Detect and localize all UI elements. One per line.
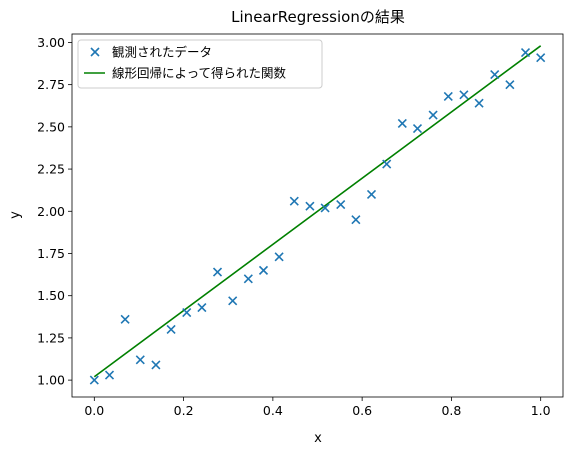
data-point xyxy=(289,196,299,206)
legend-marker-x xyxy=(90,47,100,57)
y-tick-label: 1.00 xyxy=(37,373,65,388)
regression-line-series xyxy=(93,45,542,378)
data-point xyxy=(474,98,484,108)
data-point xyxy=(166,324,176,335)
data-point xyxy=(212,267,223,277)
y-tick-label: 2.50 xyxy=(37,119,65,134)
legend-label-regression: 線形回帰によって得られた関数 xyxy=(112,66,287,81)
x-axis-label: x xyxy=(314,431,322,446)
chart-title: LinearRegressionの結果 xyxy=(231,8,405,26)
data-point xyxy=(443,91,453,102)
data-point xyxy=(536,53,546,63)
data-point xyxy=(428,110,438,120)
plot-area xyxy=(71,33,564,398)
data-point xyxy=(305,201,315,211)
legend-x xyxy=(90,47,100,57)
plot-frame xyxy=(71,33,564,398)
x-tick-label: 0.8 xyxy=(441,403,461,418)
y-tick-label: 3.00 xyxy=(37,35,65,50)
x-tick-label: 0.0 xyxy=(84,403,104,418)
data-point xyxy=(351,215,361,225)
data-point xyxy=(228,296,238,306)
x-axis: 0.0 0.2 0.4 0.6 0.8 1.0 xyxy=(84,397,551,418)
observed-data-series xyxy=(89,48,546,385)
y-tick-label: 1.25 xyxy=(37,330,65,345)
y-axis: 1.00 1.25 1.50 1.75 2.00 2.25 2.50 2.75 3.00 xyxy=(37,35,72,388)
data-point xyxy=(274,252,284,262)
data-point xyxy=(120,314,130,324)
data-point xyxy=(382,159,392,169)
data-point xyxy=(459,90,469,100)
data-point xyxy=(151,360,161,370)
legend-item-observed: 観測されたデータ xyxy=(90,45,212,60)
y-tick-label: 2.00 xyxy=(37,204,65,219)
data-point xyxy=(520,48,531,58)
data-point xyxy=(135,355,145,365)
data-point xyxy=(104,370,115,380)
legend-item-regression: 線形回帰によって得られた関数 xyxy=(84,66,287,81)
y-tick-label: 1.50 xyxy=(37,288,65,303)
data-point xyxy=(490,69,500,80)
y-tick-label: 1.75 xyxy=(37,246,65,261)
data-point xyxy=(505,80,515,90)
y-tick-label: 2.25 xyxy=(37,162,65,177)
data-point xyxy=(320,203,330,213)
x-tick-label: 0.2 xyxy=(174,403,194,418)
y-tick-label: 2.75 xyxy=(37,77,65,92)
data-point xyxy=(397,118,407,129)
x-tick-label: 1.0 xyxy=(531,403,551,418)
x-tick-label: 0.4 xyxy=(263,403,283,418)
data-point xyxy=(258,265,269,275)
data-point xyxy=(243,274,253,284)
data-point xyxy=(336,199,346,210)
data-point xyxy=(182,308,192,318)
data-point xyxy=(366,189,377,199)
x-tick-label: 0.6 xyxy=(352,403,372,418)
data-point xyxy=(89,375,99,385)
y-axis-label: y xyxy=(8,211,23,219)
legend-box xyxy=(77,39,323,89)
data-point xyxy=(412,123,423,134)
regression-line xyxy=(93,45,542,378)
legend: 観測されたデータ 線形回帰によって得られた関数 xyxy=(77,39,323,89)
data-point xyxy=(197,302,207,313)
legend-label-observed: 観測されたデータ xyxy=(112,45,212,60)
